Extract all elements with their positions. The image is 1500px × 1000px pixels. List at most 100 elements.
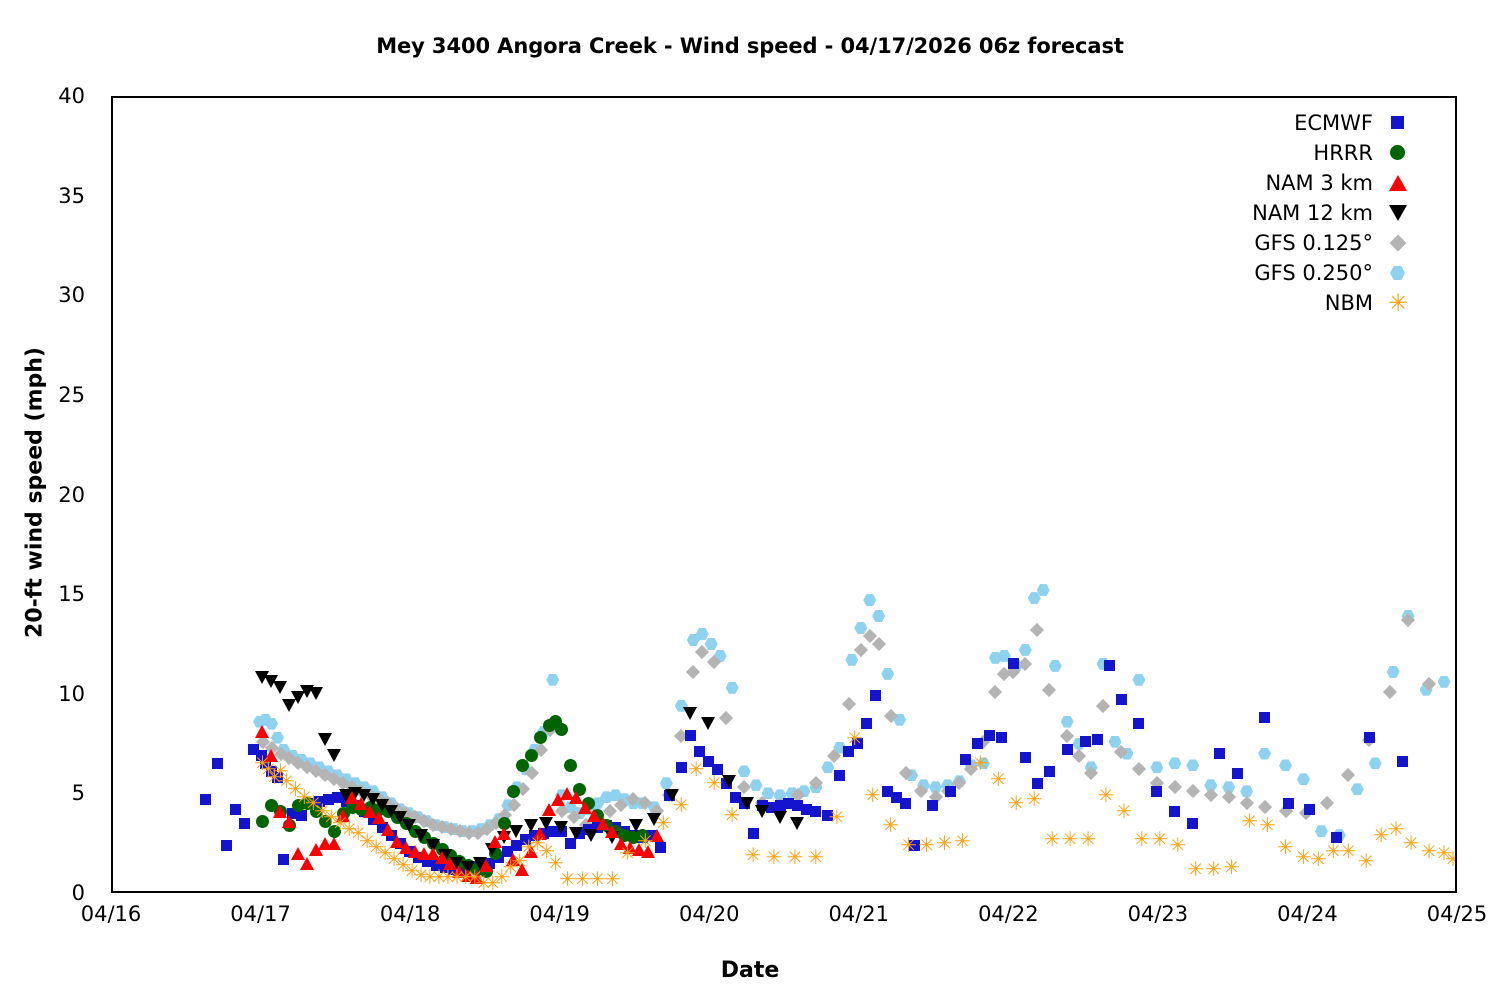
data-point [331, 791, 343, 803]
y-tick-label: 5 [71, 781, 85, 806]
data-point [861, 718, 873, 730]
data-point [737, 765, 751, 778]
data-point [900, 797, 912, 809]
data-point [256, 814, 270, 828]
x-tick-label: 04/16 [80, 902, 142, 926]
data-point [918, 836, 936, 854]
data-point [290, 846, 305, 860]
legend-item-nam-12-km[interactable]: NAM 12 km [1150, 198, 1415, 228]
data-point [747, 827, 759, 839]
legend-item-nbm[interactable]: NBM [1150, 288, 1415, 318]
data-point [1043, 765, 1055, 777]
data-point [927, 799, 939, 811]
data-point [659, 777, 673, 790]
data-point [1396, 756, 1408, 767]
data-point [687, 760, 705, 778]
data-point [989, 770, 1007, 788]
data-point [1150, 761, 1164, 774]
data-point [1115, 694, 1127, 706]
data-point [1060, 715, 1074, 728]
data-point [786, 848, 804, 866]
data-point [255, 725, 270, 739]
data-point [1061, 830, 1079, 848]
data-point [765, 801, 777, 813]
data-point [605, 824, 619, 838]
data-point [882, 785, 894, 797]
data-point [1277, 838, 1295, 856]
data-point [555, 723, 569, 737]
data-point [271, 731, 284, 744]
data-point [864, 786, 882, 804]
legend-item-ecmwf[interactable]: ECMWF [1150, 108, 1415, 138]
data-point [1437, 675, 1451, 688]
data-point [705, 774, 723, 792]
data-point [1187, 860, 1205, 878]
data-point [971, 738, 983, 750]
legend-item-gfs-0-125[interactable]: GFS 0.125° [1150, 228, 1415, 258]
data-point [953, 832, 971, 850]
data-point [371, 810, 386, 824]
data-point [845, 653, 859, 666]
data-point [421, 855, 433, 867]
data-point [1350, 783, 1364, 796]
data-point [1169, 836, 1187, 854]
data-point [618, 844, 636, 862]
data-point [783, 797, 795, 809]
data-point [1019, 752, 1031, 764]
data-point [790, 816, 805, 830]
data-point [212, 757, 224, 769]
data-point [672, 796, 690, 814]
data-point [525, 749, 539, 763]
y-tick-label: 0 [71, 881, 85, 905]
data-point [1151, 830, 1169, 848]
data-point [1043, 830, 1061, 848]
legend-item-hrrr[interactable]: HRRR [1150, 138, 1415, 168]
data-point [1025, 790, 1043, 808]
data-point [1339, 842, 1357, 860]
data-point [739, 796, 754, 810]
data-point [1240, 785, 1254, 798]
data-point [723, 806, 741, 824]
x-tick-label: 04/20 [678, 902, 740, 926]
data-point [1444, 850, 1455, 868]
y-tick-label: 15 [58, 582, 85, 607]
data-point [511, 839, 523, 851]
data-point [1027, 592, 1041, 605]
data-point [380, 822, 395, 836]
data-point [546, 673, 560, 686]
data-point [554, 820, 569, 834]
data-point [1330, 831, 1342, 843]
data-point [1279, 759, 1292, 772]
data-point [539, 816, 554, 830]
data-point [286, 807, 298, 819]
data-point [1232, 767, 1244, 779]
data-point [654, 841, 666, 853]
data-point [792, 799, 804, 811]
data-point [1222, 781, 1236, 794]
x-tick-label: 04/21 [828, 902, 890, 926]
legend-item-gfs-0-250[interactable]: GFS 0.250° [1150, 258, 1415, 288]
data-point [221, 839, 233, 851]
data-point [1108, 735, 1122, 748]
data-point [881, 667, 895, 680]
data-point [700, 717, 715, 731]
data-point [929, 781, 943, 794]
data-point [711, 763, 723, 775]
y-tick-label: 30 [58, 283, 85, 308]
chart-legend: ECMWF HRRR NAM 3 km NAM 12 km GFS 0.125° GFS … [1150, 108, 1415, 318]
legend-item-nam-3-km[interactable]: NAM 3 km [1150, 168, 1415, 198]
data-point [1259, 712, 1271, 724]
data-point [936, 834, 954, 852]
data-point [801, 803, 813, 815]
legend-item-label: NAM 12 km [1252, 201, 1373, 225]
data-point [846, 729, 864, 747]
data-point [1007, 794, 1025, 812]
legend-triangle-down-icon [1387, 202, 1409, 224]
x-tick-label: 04/18 [379, 902, 441, 926]
data-point [725, 681, 739, 694]
data-point [1151, 785, 1163, 797]
data-point [277, 853, 289, 865]
data-point [995, 732, 1007, 744]
legend-hexagon-icon [1387, 262, 1409, 284]
data-point [870, 690, 882, 702]
